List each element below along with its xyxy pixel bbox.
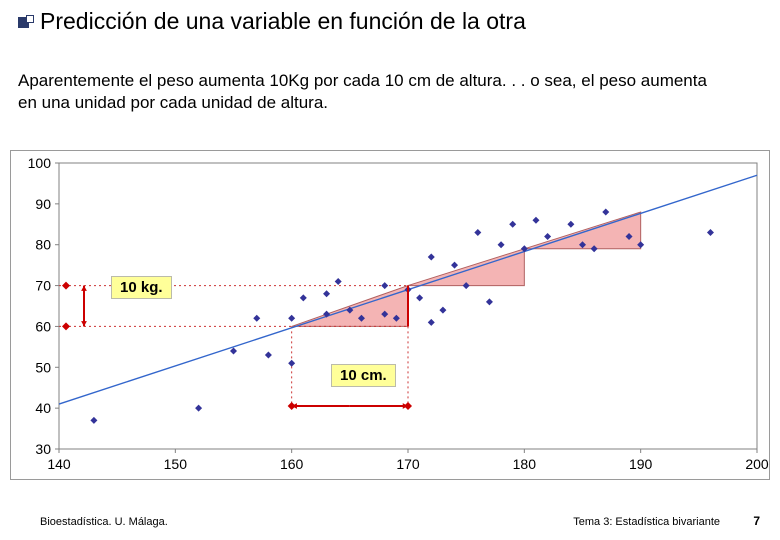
- svg-text:60: 60: [35, 318, 51, 334]
- scatter-chart: 30405060708090100140150160170180190200 1…: [10, 150, 770, 480]
- bullet-icon: [18, 15, 32, 29]
- svg-text:160: 160: [280, 456, 304, 472]
- svg-text:30: 30: [35, 441, 51, 457]
- footer-right: Tema 3: Estadística bivariante: [573, 516, 720, 528]
- svg-text:150: 150: [164, 456, 188, 472]
- svg-text:180: 180: [513, 456, 537, 472]
- svg-text:100: 100: [28, 155, 52, 171]
- svg-text:90: 90: [35, 196, 51, 212]
- svg-text:200: 200: [745, 456, 769, 472]
- svg-text:50: 50: [35, 359, 51, 375]
- svg-text:40: 40: [35, 400, 51, 416]
- svg-text:190: 190: [629, 456, 653, 472]
- svg-text:140: 140: [47, 456, 71, 472]
- title-bar: Predicción de una variable en función de…: [18, 8, 526, 35]
- page-number: 7: [753, 514, 760, 528]
- svg-text:170: 170: [396, 456, 420, 472]
- svg-text:70: 70: [35, 278, 51, 294]
- subtitle-text: Aparentemente el peso aumenta 10Kg por c…: [18, 70, 718, 114]
- page-title: Predicción de una variable en función de…: [40, 8, 526, 35]
- footer-left: Bioestadística. U. Málaga.: [40, 516, 168, 528]
- svg-text:80: 80: [35, 237, 51, 253]
